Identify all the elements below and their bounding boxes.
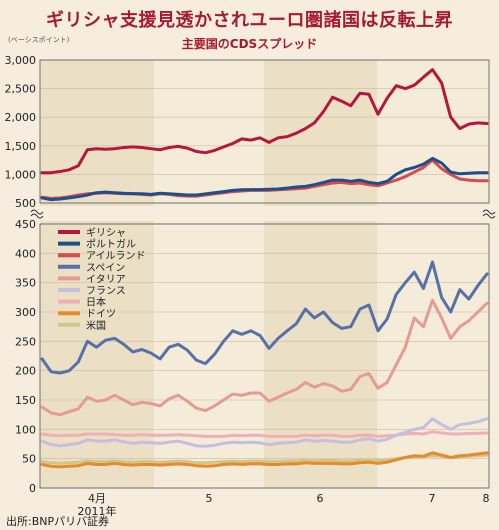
x-tick-label: 5 [206, 492, 213, 505]
series-line [40, 156, 489, 202]
x-tick-label: 6 [317, 492, 324, 505]
series-line [40, 417, 489, 448]
y-tick-label: 1,000 [5, 168, 37, 181]
series-line [40, 430, 489, 438]
x-axis-year-label: 2011年 [78, 504, 117, 518]
legend-label: 米国 [86, 319, 106, 332]
y-tick-label: 450 [15, 218, 36, 231]
y-tick-label: 50 [22, 453, 36, 466]
legend-label: フランス [86, 285, 126, 297]
y-tick-label: 3,000 [5, 54, 37, 67]
y-tick-label: 500 [15, 197, 36, 210]
y-tick-label: 250 [15, 335, 36, 348]
y-tick-label: 350 [15, 277, 36, 290]
axis-break-mark [30, 213, 44, 219]
legend-label: ポルトガル [86, 239, 136, 251]
x-tick-label: 7 [429, 492, 436, 505]
y-axis-unit: (ベーシスポイント) [8, 36, 70, 44]
legend-label: アイルランド [86, 250, 146, 262]
axis-break-mark [482, 209, 496, 215]
month-band [264, 60, 377, 488]
plot-frame-upper [39, 59, 490, 204]
y-tick-label: 150 [15, 394, 36, 407]
legend-label: スペイン [86, 263, 125, 274]
y-tick-label: 1,500 [5, 140, 37, 153]
x-tick-label: 4月 [88, 492, 106, 505]
y-tick-label: 400 [15, 247, 36, 260]
chart-subtitle: 主要国のCDSスプレッド [181, 37, 318, 51]
series-line [40, 68, 489, 175]
y-tick-label: 2,500 [5, 83, 37, 96]
axis-break-mark [30, 209, 44, 215]
month-band [40, 60, 154, 488]
y-tick-label: 100 [15, 423, 36, 436]
x-tick-label: 8 [483, 492, 490, 505]
axis-break [30, 206, 493, 221]
legend-label: イタリア [86, 273, 126, 285]
y-tick-label: 2,000 [5, 111, 37, 124]
series-line [40, 298, 489, 417]
series-line [40, 451, 489, 469]
plot-frame-lower [39, 223, 490, 489]
series-line [40, 260, 489, 375]
legend-label: ギリシャ [86, 227, 126, 239]
axis-break-mark [482, 213, 496, 219]
legend-label: 日本 [86, 296, 106, 309]
y-tick-label: 200 [15, 365, 36, 378]
chart-title: ギリシャ支援見透かされユーロ圏諸国は反転上昇 [46, 10, 453, 31]
y-tick-label: 300 [15, 306, 36, 319]
y-tick-label: 0 [29, 482, 36, 495]
legend-label: ドイツ [86, 309, 116, 320]
source-note: 出所:BNPパリバ証券 [6, 515, 110, 528]
